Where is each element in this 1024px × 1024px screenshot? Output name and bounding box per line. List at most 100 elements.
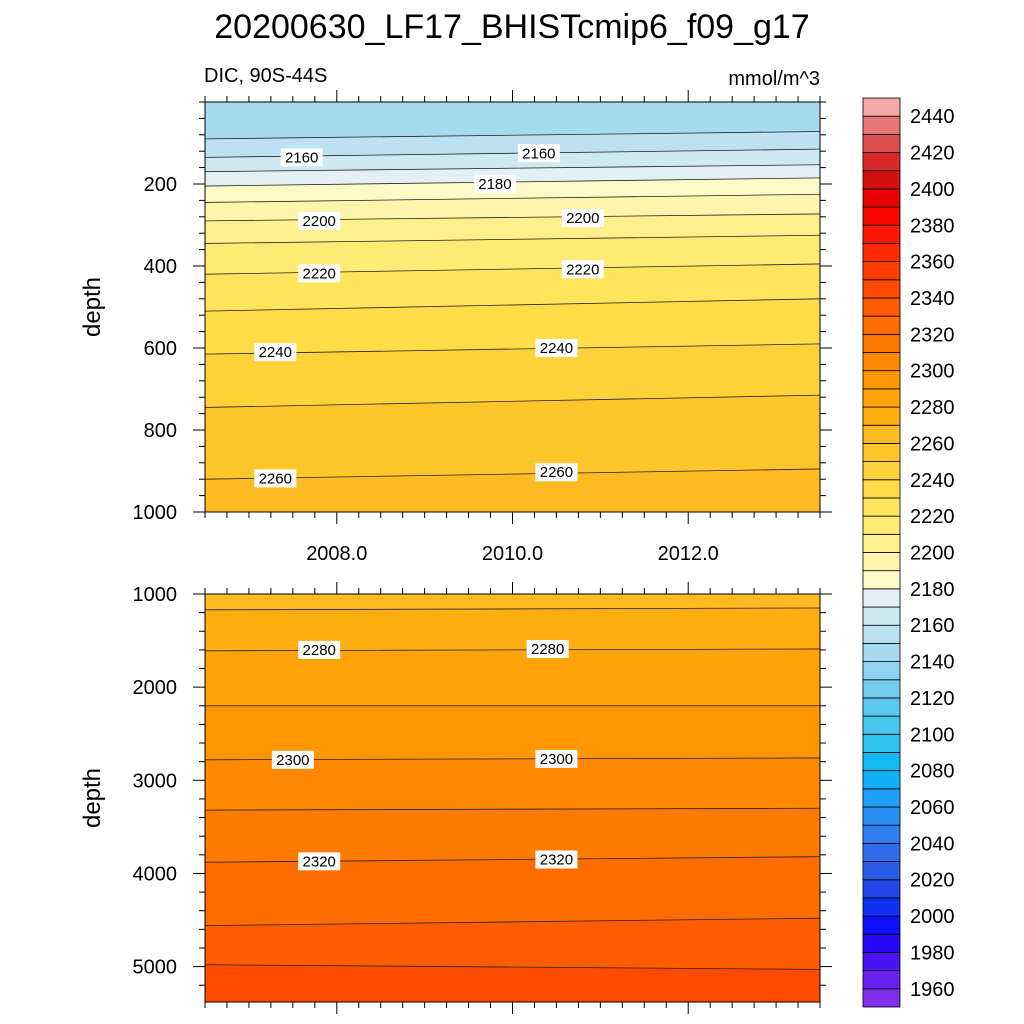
contour-label: 2200 (566, 210, 599, 227)
contour-line (205, 343, 820, 355)
y-tick-label: 4000 (133, 863, 178, 885)
contour-label-box (561, 260, 604, 279)
contour-band (205, 964, 820, 1002)
colorbar-swatch (862, 243, 901, 263)
x-tick-label: 2012.0 (658, 543, 719, 565)
colorbar-tick-label: 2000 (910, 906, 955, 928)
colorbar-tick-label: 2080 (910, 761, 955, 783)
contour-label: 2320 (540, 851, 573, 868)
contour-band (205, 705, 820, 760)
colorbar-swatch (862, 279, 901, 299)
y-tick-label: 400 (144, 256, 177, 278)
colorbar-tick-label: 1960 (910, 979, 955, 1001)
contour-band (205, 594, 820, 610)
colorbar-tick-label: 2380 (910, 215, 955, 237)
contour-line (205, 164, 820, 173)
contour-band (205, 395, 820, 480)
contour-band (205, 918, 820, 970)
contour-line (205, 917, 820, 927)
contour-label: 2220 (566, 261, 599, 278)
contour-band (205, 149, 820, 172)
colorbar-tick-label: 2320 (910, 324, 955, 346)
colorbar-swatch (862, 552, 901, 572)
colorbar-swatch (862, 933, 901, 953)
contour-line (205, 193, 820, 203)
contour-line (205, 394, 820, 408)
colorbar-swatch (862, 461, 901, 481)
x-tick-label: 2008.0 (306, 543, 367, 565)
colorbar-tick-label: 1980 (910, 942, 955, 964)
colorbar-swatch (862, 315, 901, 335)
colorbar-swatch (862, 715, 901, 735)
contour-band (205, 213, 820, 244)
y-tick-label: 3000 (133, 770, 178, 792)
contour-band (205, 298, 820, 355)
colorbar-swatch (862, 897, 901, 917)
colorbar-swatch (862, 824, 901, 844)
contour-band (205, 102, 820, 139)
contour-line (205, 468, 820, 480)
contour-label: 2280 (303, 642, 336, 659)
colorbar-swatch (862, 643, 901, 662)
colorbar-swatch (862, 497, 901, 517)
colorbar-swatch (862, 115, 901, 135)
colorbar-swatch (862, 261, 901, 281)
lower-depth-panel: 2280 2280 2300 2300 2320 2320 1000 2000 3000 4000… (79, 582, 832, 1014)
contour-label-box (298, 211, 341, 230)
colorbar-swatch (862, 479, 901, 499)
contour-label: 2200 (303, 213, 336, 230)
colorbar-swatch (862, 879, 901, 899)
contour-label-box (535, 463, 578, 482)
contour-band (205, 808, 820, 863)
units-label: mmol/m^3 (728, 68, 820, 90)
colorbar-swatch (862, 788, 901, 808)
contour-line (205, 607, 820, 611)
colorbar-swatch (862, 606, 901, 626)
y-axis-label: depth (79, 768, 106, 828)
colorbar-tick-label: 2220 (910, 506, 955, 528)
contour-line (205, 964, 820, 970)
colorbar-tick-label: 2100 (910, 724, 955, 746)
colorbar-swatch (862, 915, 901, 935)
y-tick-label: 800 (144, 420, 177, 442)
colorbar-swatch (862, 570, 901, 590)
colorbar-swatch (862, 770, 901, 790)
colorbar-swatch (862, 370, 901, 390)
colorbar-swatch (862, 97, 901, 117)
colorbar-swatch (862, 188, 901, 208)
y-axis-label: depth (79, 277, 106, 337)
colorbar-swatch (862, 588, 901, 608)
y-tick-label: 600 (144, 338, 177, 360)
contour-label-box (280, 148, 323, 167)
contour-label-box (254, 469, 297, 488)
contour-label: 2180 (478, 176, 511, 193)
colorbar-swatch (862, 297, 901, 317)
colorbar-swatch (862, 206, 901, 226)
contour-label-box (526, 639, 569, 658)
figure-title: 20200630_LF17_BHISTcmip6_f09_g17 (214, 8, 809, 46)
colorbar-swatch (862, 752, 901, 772)
colorbar-tick-label: 2180 (910, 579, 955, 601)
contour-label-box (298, 852, 341, 871)
contour-band (205, 263, 820, 312)
contour-band (205, 468, 820, 512)
contour-label-box (535, 850, 578, 869)
colorbar-swatch (862, 224, 901, 244)
contour-line (205, 807, 820, 811)
contour-line (205, 298, 820, 312)
contour-label: 2260 (259, 470, 292, 487)
contour-band (205, 343, 820, 408)
colorbar: 1960 1980 2000 2020 2040 2060 2080 2100 2120 2140… (862, 97, 955, 1008)
colorbar-tick-label: 2260 (910, 433, 955, 455)
colorbar-tick-label: 2400 (910, 179, 955, 201)
colorbar-swatch (862, 861, 901, 881)
colorbar-swatch (862, 352, 901, 372)
colorbar-swatch (862, 842, 901, 862)
colorbar-tick-label: 2280 (910, 397, 955, 419)
colorbar-swatch (862, 952, 901, 972)
colorbar-tick-label: 2120 (910, 688, 955, 710)
colorbar-swatch (862, 388, 901, 408)
contour-label-box (535, 339, 578, 357)
contour-label: 2160 (522, 145, 555, 162)
colorbar-swatch (862, 970, 901, 990)
